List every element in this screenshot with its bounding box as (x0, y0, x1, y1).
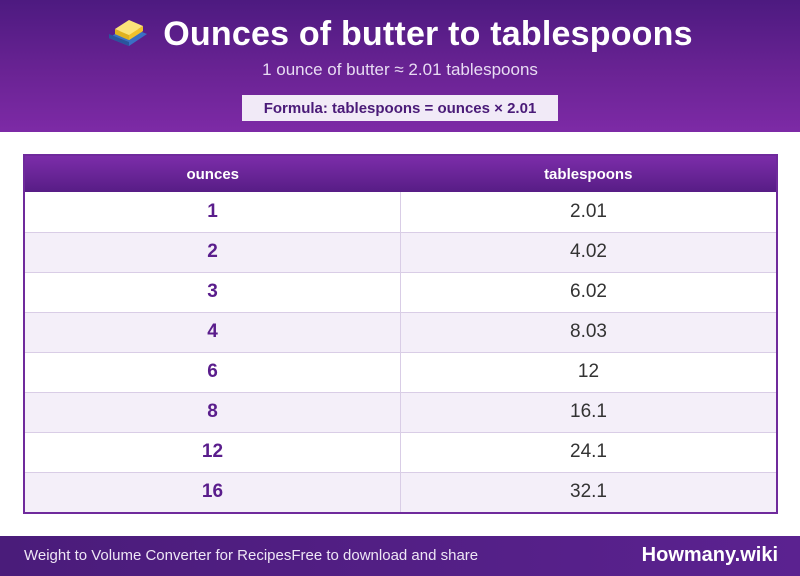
table-row: 2 4.02 (25, 232, 776, 273)
title-row: Ounces of butter to tablespoons (0, 14, 800, 54)
tablespoons-cell: 2.01 (400, 192, 776, 233)
table-header-row: ounces tablespoons (25, 156, 776, 192)
table-row: 6 12 (25, 352, 776, 393)
ounces-cell: 8 (25, 392, 401, 433)
tablespoons-cell: 24.1 (400, 432, 776, 473)
column-header-tablespoons: tablespoons (400, 156, 776, 192)
tablespoons-cell: 16.1 (400, 392, 776, 433)
table-row: 3 6.02 (25, 272, 776, 313)
table-row: 1 2.01 (25, 192, 776, 233)
header: Ounces of butter to tablespoons 1 ounce … (0, 0, 800, 132)
tablespoons-cell: 12 (400, 352, 776, 393)
ounces-cell: 16 (25, 472, 401, 512)
footer: Weight to Volume Converter for RecipesFr… (0, 536, 800, 576)
tablespoons-cell: 6.02 (400, 272, 776, 313)
table-row: 8 16.1 (25, 392, 776, 433)
subtitle: 1 ounce of butter ≈ 2.01 tablespoons (262, 60, 538, 79)
tablespoons-cell: 32.1 (400, 472, 776, 512)
ounces-cell: 12 (25, 432, 401, 473)
ounces-cell: 1 (25, 192, 401, 233)
ounces-cell: 3 (25, 272, 401, 313)
conversion-table: ounces tablespoons 1 2.01 2 4.02 3 6.02 … (25, 156, 776, 512)
column-header-ounces: ounces (25, 156, 401, 192)
table-row: 16 32.1 (25, 472, 776, 512)
butter-icon (109, 20, 148, 46)
table-row: 12 24.1 (25, 432, 776, 473)
formula-box: Formula: tablespoons = ounces × 2.01 (242, 95, 558, 121)
ounces-cell: 4 (25, 312, 401, 353)
conversion-table-container: ounces tablespoons 1 2.01 2 4.02 3 6.02 … (23, 154, 778, 514)
table-row: 4 8.03 (25, 312, 776, 353)
tablespoons-cell: 4.02 (400, 232, 776, 273)
ounces-cell: 2 (25, 232, 401, 273)
tablespoons-cell: 8.03 (400, 312, 776, 353)
page-title: Ounces of butter to tablespoons (163, 14, 693, 53)
footer-tagline: Weight to Volume Converter for RecipesFr… (24, 547, 479, 564)
brand-link[interactable]: Howmany.wiki (641, 544, 778, 566)
ounces-cell: 6 (25, 352, 401, 393)
